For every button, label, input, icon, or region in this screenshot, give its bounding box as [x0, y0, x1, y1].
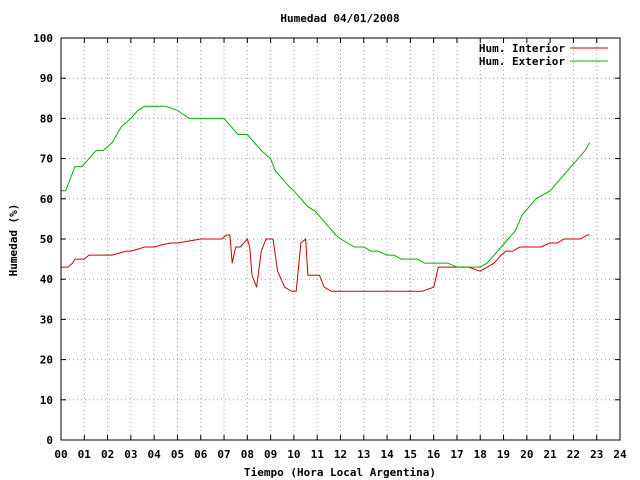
x-tick-label: 17 [450, 448, 463, 461]
legend: Hum. Interior Hum. Exterior [479, 42, 608, 68]
x-tick-label: 13 [357, 448, 370, 461]
y-tick-label: 10 [40, 394, 53, 407]
x-tick-label: 10 [287, 448, 300, 461]
x-tick-label: 18 [474, 448, 487, 461]
y-tick-label: 0 [46, 434, 53, 447]
x-tick-labels: 00 01 02 03 04 05 06 07 08 09 10 11 12 13 14 15 16 17 18 19… [54, 448, 627, 461]
x-tick-label: 16 [427, 448, 441, 461]
x-tick-label: 07 [217, 448, 230, 461]
x-tick-label: 20 [520, 448, 533, 461]
x-tick-label: 24 [613, 448, 627, 461]
x-tick-label: 09 [264, 448, 277, 461]
x-tick-label: 14 [380, 448, 394, 461]
x-axis-label: Tiempo (Hora Local Argentina) [244, 466, 436, 479]
x-tick-label: 02 [101, 448, 114, 461]
series-line-interior [61, 234, 590, 292]
y-axis-label: Humedad (%) [7, 204, 20, 277]
x-tick-label: 05 [171, 448, 184, 461]
y-tick-label: 50 [40, 233, 53, 246]
legend-label-interior: Hum. Interior [479, 42, 565, 55]
y-tick-label: 20 [40, 354, 53, 367]
y-tick-labels: 0 10 20 30 40 50 60 70 80 90 100 [33, 32, 53, 447]
x-tick-label: 11 [311, 448, 325, 461]
y-tick-label: 100 [33, 32, 53, 45]
y-tick-label: 90 [40, 72, 53, 85]
y-tick-label: 80 [40, 112, 53, 125]
x-tick-label: 21 [544, 448, 558, 461]
x-tick-label: 23 [590, 448, 603, 461]
legend-label-exterior: Hum. Exterior [479, 55, 565, 68]
x-tick-label: 01 [78, 448, 92, 461]
y-tick-label: 30 [40, 313, 53, 326]
y-tick-label: 60 [40, 193, 53, 206]
tick-marks [60, 37, 621, 441]
x-tick-label: 00 [54, 448, 67, 461]
series-line-exterior [61, 105, 591, 268]
x-tick-label: 22 [567, 448, 580, 461]
y-tick-label: 70 [40, 153, 53, 166]
x-tick-label: 03 [124, 448, 137, 461]
x-tick-label: 19 [497, 448, 510, 461]
x-tick-label: 12 [334, 448, 347, 461]
x-tick-label: 06 [194, 448, 208, 461]
y-tick-label: 40 [40, 273, 53, 286]
x-tick-label: 04 [148, 448, 162, 461]
x-tick-label: 08 [241, 448, 254, 461]
series-layer [61, 105, 591, 292]
x-tick-label: 15 [404, 448, 417, 461]
chart-title: Humedad 04/01/2008 [280, 12, 399, 25]
